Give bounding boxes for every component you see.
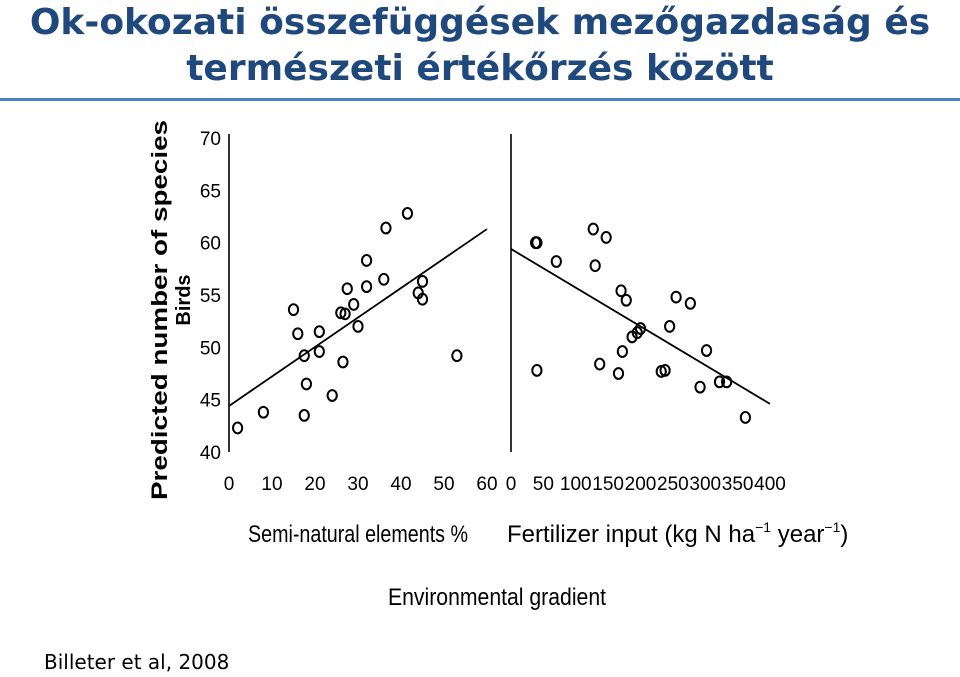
data-point-fertilizer <box>664 320 676 333</box>
x-tick-label-fertilizer: 350 <box>722 474 754 495</box>
panel-fertilizer: 0 50 100 150 200 250 300 350 400 <box>506 134 786 495</box>
slide-title: Ok-okozati összefüggések mezőgazdaság és… <box>0 0 960 92</box>
data-point-semi-natural <box>451 349 463 363</box>
x-tick-label-semi-natural: 30 <box>347 474 368 495</box>
x-axis-label-fertilizer-sup1: −1 <box>755 519 771 535</box>
x-axis-label-fertilizer-close: ) <box>840 521 848 548</box>
x-tick-label-semi-natural: 0 <box>224 474 235 495</box>
x-axis-label-fertilizer-ha: ha <box>728 521 755 548</box>
data-point-semi-natural <box>300 377 312 391</box>
data-point-fertilizer <box>589 259 601 273</box>
data-point-fertilizer <box>721 375 733 389</box>
data-point-semi-natural <box>416 292 429 306</box>
data-point-semi-natural <box>401 206 414 220</box>
data-point-semi-natural <box>287 303 300 317</box>
data-point-fertilizer <box>634 322 647 335</box>
data-point-fertilizer <box>615 284 627 298</box>
data-point-fertilizer <box>550 255 562 268</box>
data-point-semi-natural <box>298 349 310 363</box>
data-point-semi-natural <box>341 282 353 296</box>
data-point-fertilizer <box>600 231 612 244</box>
y-tick-label: 70 <box>200 129 221 150</box>
y-tick-label: 45 <box>200 391 221 412</box>
y-tick-label: 40 <box>200 443 221 464</box>
x-tick-label-fertilizer: 400 <box>754 474 786 495</box>
scatter-figure: Predicted number of species Birds 40 45 50… <box>147 120 848 611</box>
x-tick-label-semi-natural: 50 <box>433 474 454 495</box>
panel-semi-natural: 40 45 50 55 60 65 70 0 10 20 30 40 50 60 <box>200 129 498 495</box>
x-axis-label-fertilizer-year: year <box>771 521 824 548</box>
data-point-semi-natural <box>326 389 338 402</box>
title-line-1: Ok-okozati összefüggések mezőgazdaság és <box>29 2 931 43</box>
data-point-fertilizer <box>594 357 606 371</box>
data-point-fertilizer <box>612 367 625 380</box>
data-point-semi-natural <box>337 355 349 369</box>
data-point-fertilizer <box>700 344 713 357</box>
x-axis-label-fertilizer-main: Fertilizer input (kg N <box>507 521 728 548</box>
data-point-semi-natural <box>380 221 392 235</box>
data-point-semi-natural <box>416 274 429 288</box>
data-point-fertilizer <box>587 222 599 236</box>
data-point-fertilizer <box>684 296 696 310</box>
data-point-fertilizer <box>531 363 543 377</box>
data-point-fertilizer <box>739 411 751 424</box>
data-point-semi-natural <box>361 254 373 267</box>
x-axis-label-fertilizer: Fertilizer input (kg N ha−1 year−1) <box>507 519 848 548</box>
y-tick-label: 65 <box>200 181 221 202</box>
x-tick-label-fertilizer: 100 <box>560 474 592 495</box>
data-point-semi-natural <box>292 327 304 341</box>
fit-line-fertilizer <box>510 248 771 405</box>
data-point-semi-natural <box>298 408 310 422</box>
data-point-fertilizer <box>531 236 543 250</box>
x-tick-label-fertilizer: 0 <box>506 474 517 495</box>
x-tick-label-semi-natural: 10 <box>261 474 282 495</box>
data-point-semi-natural <box>232 421 244 435</box>
data-point-semi-natural <box>361 280 373 294</box>
x-tick-label-fertilizer: 50 <box>533 474 554 495</box>
data-point-fertilizer <box>631 326 643 340</box>
x-tick-label-fertilizer: 300 <box>689 474 721 495</box>
data-point-semi-natural <box>335 306 347 320</box>
x-tick-label-fertilizer: 200 <box>625 474 657 495</box>
data-point-semi-natural <box>339 307 351 321</box>
data-point-semi-natural <box>378 272 390 286</box>
x-tick-label-semi-natural: 40 <box>390 474 411 495</box>
x-tick-label-semi-natural: 20 <box>304 474 325 495</box>
y-tick-label: 55 <box>200 286 221 307</box>
y-tick-label: 60 <box>200 234 221 255</box>
x-axis-label-fertilizer-sup2: −1 <box>824 519 840 535</box>
y-axis-label: Predicted number of species <box>147 120 172 500</box>
data-point-semi-natural <box>352 320 364 333</box>
y-tick-label: 50 <box>200 338 221 359</box>
fit-line-semi-natural <box>228 228 488 407</box>
x-tick-label-fertilizer: 150 <box>592 474 624 495</box>
data-point-fertilizer <box>659 363 671 377</box>
data-point-fertilizer <box>713 375 726 389</box>
y-axis-sublabel: Birds <box>173 274 195 325</box>
data-point-fertilizer <box>616 345 628 358</box>
x-tick-label-semi-natural: 60 <box>476 474 497 495</box>
y-axis-label-group: Predicted number of species Birds <box>147 120 195 500</box>
data-point-fertilizer <box>670 290 682 304</box>
title-line-2: természeti értékőrzés között <box>186 48 774 89</box>
data-point-semi-natural <box>348 298 360 311</box>
data-point-semi-natural <box>257 405 269 419</box>
citation: Billeter et al, 2008 <box>44 650 230 674</box>
title-divider <box>0 98 960 101</box>
x-axis-label-semi-natural: Semi-natural elements % <box>248 521 468 548</box>
data-point-semi-natural <box>313 345 325 358</box>
data-point-fertilizer <box>694 380 706 394</box>
data-point-semi-natural <box>313 325 325 339</box>
x-tick-label-fertilizer: 250 <box>657 474 689 495</box>
x-axis-label-shared: Environmental gradient <box>388 584 606 611</box>
data-point-fertilizer <box>620 293 632 307</box>
